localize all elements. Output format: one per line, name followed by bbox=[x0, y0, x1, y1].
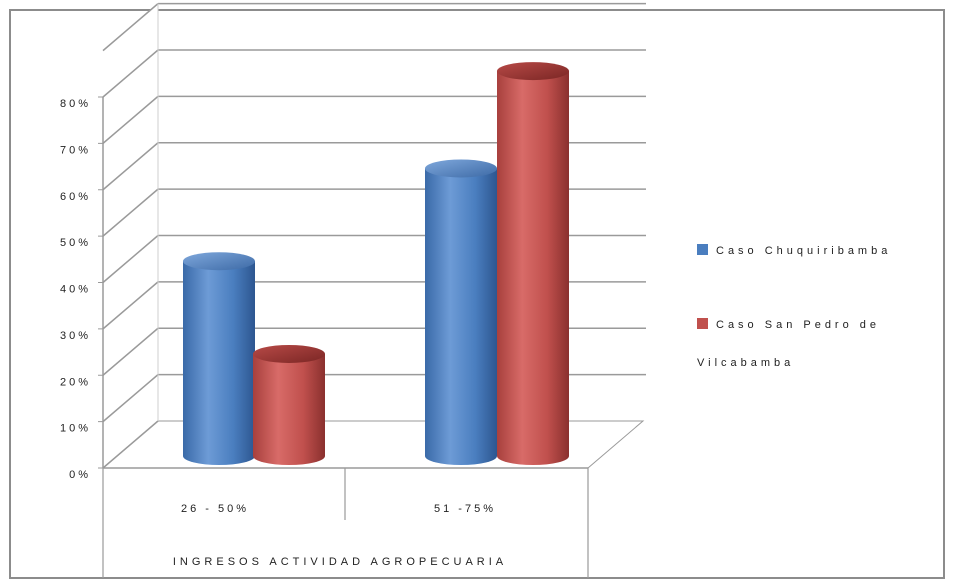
legend-label: Caso Chuquiribamba bbox=[716, 245, 891, 257]
y-tick-label: 80% bbox=[60, 98, 91, 110]
category-label: 51 -75% bbox=[434, 503, 496, 515]
category-label: 26 - 50% bbox=[181, 503, 249, 515]
gridline-side bbox=[102, 95, 159, 144]
category-labels: 26 - 50% 51 -75% bbox=[181, 503, 496, 515]
legend-swatch bbox=[697, 318, 708, 329]
gridline-side bbox=[102, 188, 159, 237]
legend-label: Caso San Pedro de bbox=[716, 319, 880, 331]
y-tick-label: 50% bbox=[60, 237, 91, 249]
gridline-side bbox=[102, 281, 159, 330]
bars bbox=[183, 62, 569, 466]
legend-item: Caso San Pedro de Vilcabamba bbox=[697, 318, 880, 369]
y-tick-label: 40% bbox=[60, 284, 91, 296]
bar-top bbox=[497, 62, 569, 81]
bar-top bbox=[253, 344, 325, 363]
bar-body bbox=[253, 353, 325, 465]
y-tick-labels: 0% 10% 20% 30% 40% 50% 60% 70% 80% bbox=[60, 98, 91, 481]
bar bbox=[253, 344, 325, 465]
bar bbox=[425, 159, 497, 465]
legend: Caso Chuquiribamba Caso San Pedro de Vilca… bbox=[697, 244, 891, 369]
gridline-side bbox=[102, 420, 159, 469]
legend-swatch bbox=[697, 244, 708, 255]
bar-body bbox=[425, 168, 497, 465]
side-wall bbox=[103, 3, 158, 468]
bar-top bbox=[425, 159, 497, 178]
bar bbox=[497, 62, 569, 466]
bar bbox=[183, 252, 255, 465]
gridline-side bbox=[102, 49, 159, 98]
gridline-side bbox=[102, 374, 159, 423]
gridline-side bbox=[102, 142, 159, 191]
axes bbox=[98, 96, 589, 578]
gridline-side bbox=[102, 234, 159, 284]
x-axis-title: INGRESOS ACTIVIDAD AGROPECUARIA bbox=[173, 556, 507, 568]
legend-item: Caso Chuquiribamba bbox=[697, 244, 891, 257]
bar-top bbox=[183, 252, 255, 271]
y-tick-label: 30% bbox=[60, 330, 91, 342]
gridline-side bbox=[102, 3, 159, 52]
y-tick-label: 20% bbox=[60, 376, 91, 388]
legend-label: Vilcabamba bbox=[697, 357, 794, 369]
y-tick-label: 0% bbox=[69, 469, 91, 481]
y-tick-label: 10% bbox=[60, 423, 91, 435]
y-tick-label: 60% bbox=[60, 191, 91, 203]
y-tick-label: 70% bbox=[60, 144, 91, 156]
gridline-side bbox=[102, 327, 159, 376]
bar-body bbox=[497, 71, 569, 466]
bar-body bbox=[183, 261, 255, 465]
